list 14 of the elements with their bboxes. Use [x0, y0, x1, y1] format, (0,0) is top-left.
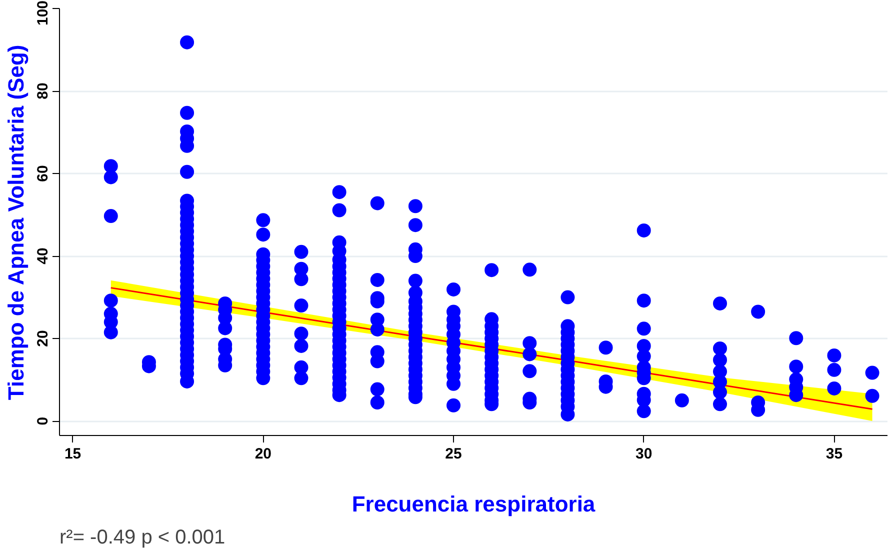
x-tick-label: 30: [636, 446, 652, 462]
y-tick-label: 100: [34, 0, 52, 26]
y-tick-label: 0: [34, 416, 52, 426]
x-tick-label: 35: [826, 446, 843, 462]
y-tick-label: 20: [34, 330, 52, 347]
y-tick-label: 60: [34, 165, 52, 182]
x-axis-title: Frecuencia respiratoria: [352, 492, 596, 516]
x-tick-label: 15: [64, 446, 82, 462]
y-tick-label: 80: [34, 82, 52, 100]
y-tick-label: 40: [34, 248, 52, 264]
text: r²= -0.49 p < 0.001: [60, 526, 226, 548]
x-tick-label: 20: [254, 446, 272, 462]
x-tick-label: 25: [445, 446, 462, 462]
y-axis-title: Tiempo de Apnea Voluntaria (Seg): [4, 44, 28, 400]
